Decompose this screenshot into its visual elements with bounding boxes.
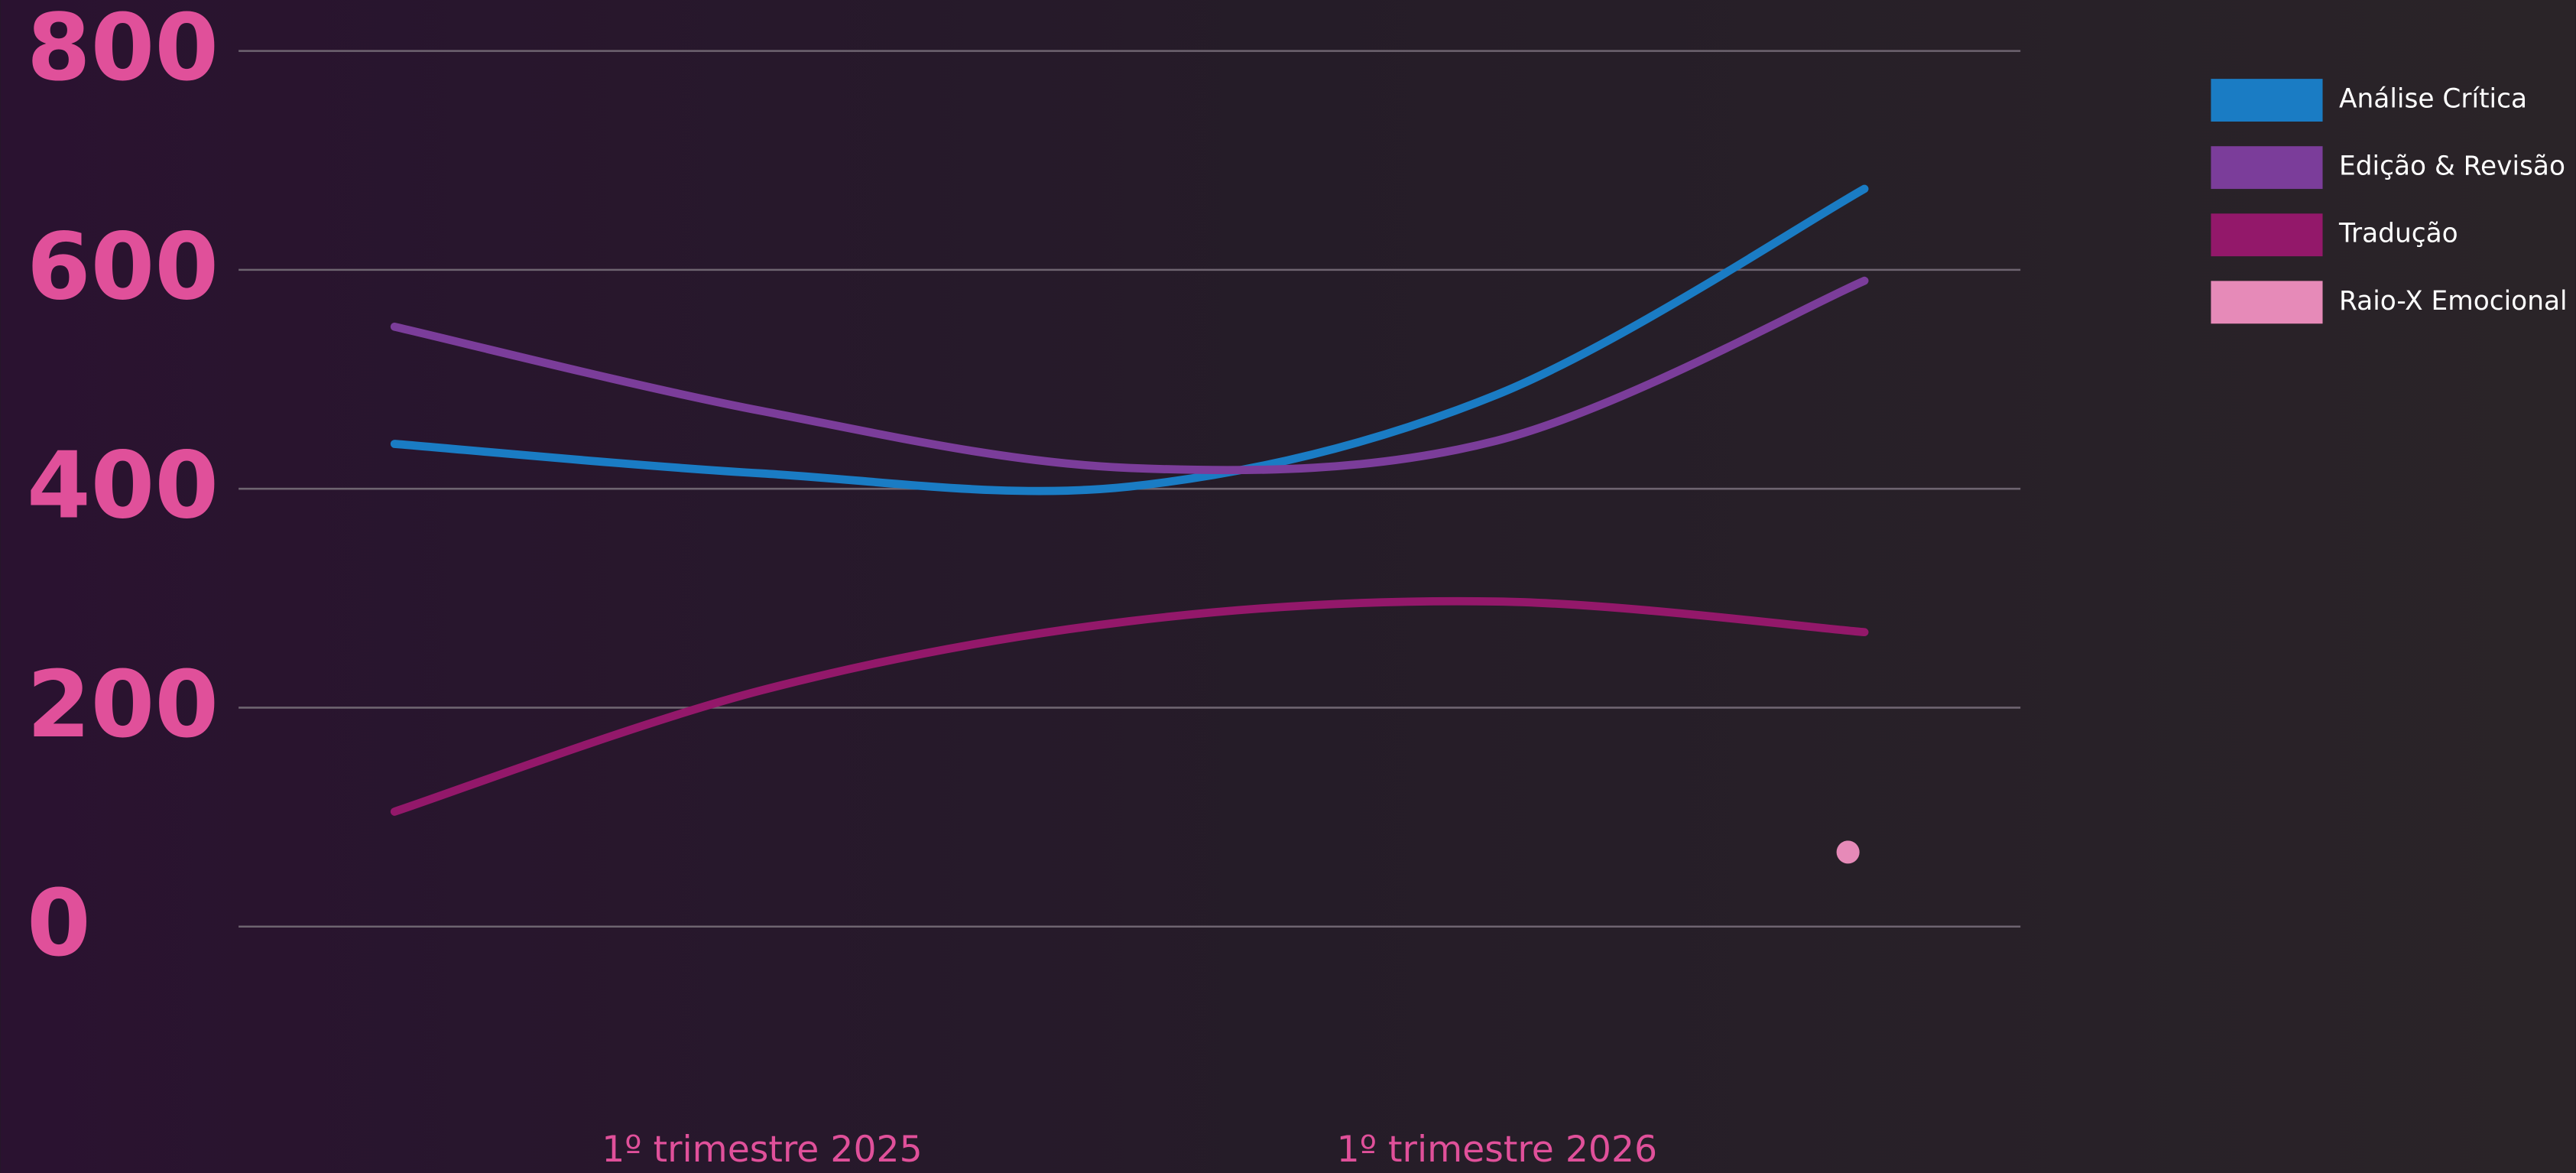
point xyxy=(1837,840,1860,863)
legend-label: Raio-X Emocional xyxy=(2339,286,2568,317)
legend-label: Tradução xyxy=(2338,219,2458,249)
legend-swatch xyxy=(2211,146,2322,189)
page: {"chart_data": {"type": "line", "categor… xyxy=(0,0,2576,1173)
legend-swatch xyxy=(2211,79,2322,122)
y-tick-label: 400 xyxy=(27,433,219,540)
background xyxy=(1,0,2576,1173)
y-tick-label: 800 xyxy=(27,0,219,102)
legend-label: Análise Crítica xyxy=(2339,84,2527,115)
x-tick-label: 1º trimestre 2025 xyxy=(602,1129,922,1171)
legend-label: Edição & Revisão xyxy=(2339,151,2565,182)
y-tick-label: 200 xyxy=(27,651,219,759)
y-tick-label: 600 xyxy=(27,213,219,320)
y-tick-label: 0 xyxy=(27,870,91,977)
legend-swatch xyxy=(2211,213,2322,256)
legend-swatch xyxy=(2211,281,2322,323)
chart: 0 200 400 600 800 1º trimestre 2025 1º trimest… xyxy=(0,0,2576,1173)
x-tick-label: 1º trimestre 2026 xyxy=(1337,1129,1657,1171)
